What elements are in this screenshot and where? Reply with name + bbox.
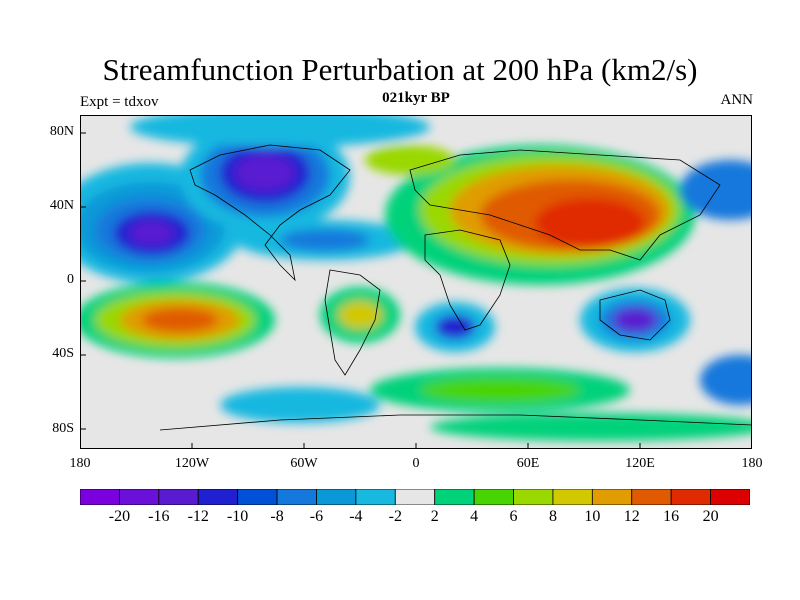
lon-tick-label: 120W (174, 456, 210, 471)
colorbar-swatch (119, 489, 160, 505)
lon-tick-label: 120E (625, 456, 655, 471)
colorbar-swatch (197, 489, 239, 505)
chart-subtitle: 021kyr BP (382, 90, 450, 106)
colorbar-label: 8 (548, 508, 557, 525)
colorbar-swatch (355, 489, 396, 505)
colorbar-swatch (513, 489, 554, 505)
contour-antarctic-pos (430, 413, 752, 441)
colorbar-swatch (552, 489, 593, 505)
colorbar-label: 2 (430, 508, 439, 525)
contour-map (79, 115, 753, 449)
colorbar-swatch (158, 489, 199, 505)
colorbar-label: -16 (148, 508, 170, 525)
contour-shade (235, 155, 295, 191)
contour-southern-ocean-neg (220, 387, 380, 423)
colorbar-label: -8 (270, 508, 284, 525)
contour-shade (420, 378, 580, 402)
colorbar-label: -12 (187, 508, 209, 525)
contour-se-pacific-neg (700, 355, 752, 405)
colorbar-label: 4 (470, 508, 479, 525)
colorbar-swatch (276, 489, 317, 505)
colorbar-swatch (434, 489, 475, 505)
contour-shade (142, 308, 218, 332)
colorbar-label: 12 (623, 508, 640, 525)
lon-tick-label: 0 (412, 456, 420, 471)
lon-tick-label: 60E (516, 456, 540, 471)
colorbar (80, 489, 750, 505)
lat-tick-label: 80S (52, 421, 74, 436)
lon-tick-label: 60W (290, 456, 318, 471)
colorbar-swatch (710, 489, 750, 505)
colorbar-label: -10 (226, 508, 249, 525)
contour-shade (338, 301, 382, 329)
colorbar-label: -2 (388, 508, 402, 525)
colorbar-swatch (237, 489, 278, 505)
lon-tick-label: 180 (69, 456, 91, 471)
contour-shade (280, 229, 370, 251)
lat-tick-label: 0 (67, 272, 74, 287)
coastlines (159, 144, 752, 431)
colorbar-label: 16 (663, 508, 680, 525)
lat-tick-label: 40S (52, 346, 74, 361)
colorbar-label: 20 (702, 508, 719, 525)
contour-north-atlantic-pos (365, 145, 455, 175)
lon-tick-label: 180 (741, 456, 763, 471)
contour-shade (613, 308, 657, 332)
season-label: ANN (720, 92, 754, 108)
experiment-label: Expt = tdxov (80, 94, 159, 110)
colorbar-swatch (316, 489, 357, 505)
lat-tick-label: 40N (49, 198, 74, 213)
contour-ne-pacific-neg (680, 160, 752, 220)
colorbar-swatch (591, 489, 633, 505)
chart-title: Streamfunction Perturbation at 200 hPa (… (102, 52, 698, 87)
colorbar-swatch (631, 489, 672, 505)
contour-shade (435, 315, 475, 339)
contour-shade (130, 221, 174, 245)
map-panel (79, 115, 753, 449)
colorbar-label: 6 (509, 508, 518, 525)
colorbar-label: -20 (108, 508, 131, 525)
colorbar-swatch (473, 489, 514, 505)
colorbar-label: -4 (349, 508, 363, 525)
colorbar-swatch (80, 489, 120, 505)
colorbar-swatch (670, 489, 711, 505)
lat-tick-label: 80N (49, 124, 74, 139)
colorbar-label: -6 (309, 508, 324, 525)
contour-shade (535, 198, 645, 248)
contour-arctic-neg (130, 115, 430, 147)
colorbar-label: 10 (584, 508, 601, 525)
colorbar-swatch (394, 489, 436, 505)
